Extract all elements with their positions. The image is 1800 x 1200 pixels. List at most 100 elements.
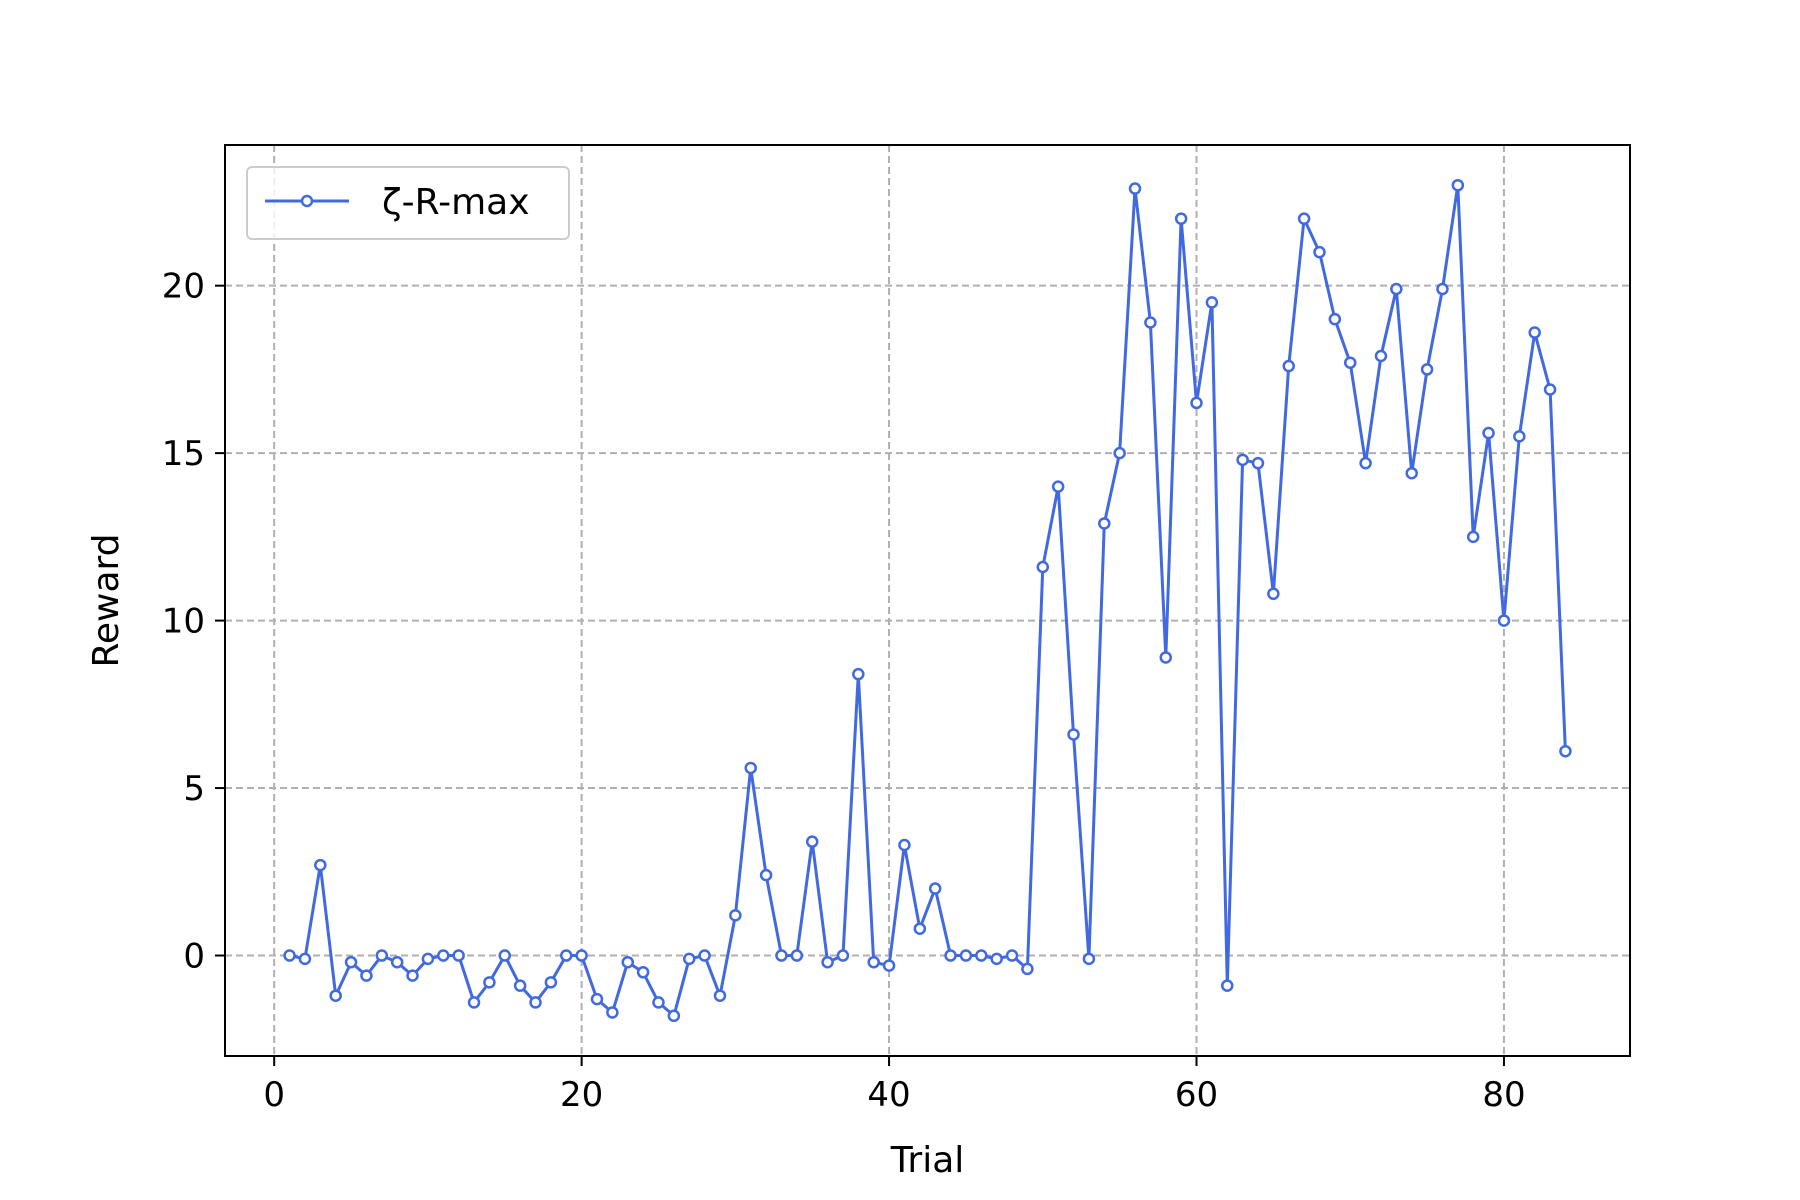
- data-point: [1128, 182, 1142, 195]
- data-point: [928, 882, 942, 895]
- data-point: [682, 952, 696, 966]
- data-point: [1067, 728, 1080, 741]
- x-tick-label: 20: [560, 1075, 603, 1115]
- data-point: [1313, 245, 1326, 259]
- data-point: [1528, 326, 1541, 339]
- data-point: [821, 955, 834, 969]
- data-point: [1297, 212, 1311, 225]
- data-point: [944, 949, 957, 962]
- data-point: [544, 976, 558, 989]
- data-point: [1113, 446, 1126, 460]
- data-point: [560, 949, 573, 962]
- data-point: [1236, 453, 1249, 467]
- data-point: [360, 969, 373, 982]
- data-point: [421, 952, 435, 966]
- y-axis-label: Reward: [86, 533, 127, 667]
- data-point: [1451, 178, 1465, 192]
- data-point: [1005, 949, 1019, 962]
- data-point: [1051, 480, 1065, 493]
- data-point: [898, 838, 911, 852]
- data-point: [314, 858, 327, 872]
- legend-marker-swatch: [300, 194, 314, 208]
- data-point: [1328, 312, 1342, 326]
- data-point: [529, 996, 542, 1009]
- data-point: [882, 959, 896, 972]
- data-point: [1221, 979, 1234, 992]
- data-point: [836, 949, 850, 962]
- x-tick-label: 40: [867, 1075, 910, 1115]
- data-point: [1559, 744, 1572, 758]
- x-tick-label: 60: [1175, 1075, 1218, 1115]
- data-point: [1466, 530, 1480, 544]
- data-point: [513, 979, 527, 992]
- data-point: [729, 909, 742, 922]
- data-point: [1021, 962, 1034, 976]
- data-point: [1205, 296, 1219, 309]
- data-point: [805, 835, 819, 848]
- data-point: [759, 868, 773, 882]
- y-tick-label: 20: [162, 267, 205, 307]
- ticks: 0 20 40 60 80 0 5 10 15 20: [162, 267, 1526, 1115]
- data-point: [1513, 430, 1526, 443]
- data-point: [1144, 316, 1157, 329]
- data-point: [606, 1006, 619, 1019]
- data-point: [1359, 456, 1372, 470]
- data-point: [775, 949, 788, 962]
- data-point: [1098, 517, 1111, 530]
- data-point: [1036, 560, 1050, 574]
- x-tick-label: 80: [1482, 1075, 1525, 1115]
- data-point: [1267, 587, 1280, 601]
- data-point: [652, 996, 665, 1009]
- data-point: [483, 976, 496, 989]
- data-point: [698, 949, 711, 962]
- data-point: [283, 949, 296, 962]
- legend-label: ζ-R-max: [382, 182, 530, 223]
- data-point: [621, 955, 634, 969]
- data-point: [329, 989, 342, 1002]
- data-point: [498, 949, 512, 962]
- data-point: [990, 952, 1003, 966]
- data-point: [975, 949, 988, 962]
- data-point: [298, 952, 312, 966]
- data-point: [790, 949, 804, 962]
- y-tick-label: 10: [162, 602, 205, 642]
- data-point: [1390, 282, 1403, 296]
- data-point: [1343, 356, 1357, 369]
- data-point: [636, 966, 650, 979]
- data-point: [1190, 396, 1203, 410]
- data-point: [406, 969, 419, 982]
- data-point: [375, 949, 389, 962]
- y-tick-label: 15: [162, 434, 205, 474]
- data-point: [1251, 456, 1265, 470]
- data-point: [913, 922, 927, 935]
- data-point: [744, 761, 757, 775]
- data-point: [1543, 383, 1557, 396]
- data-point: [590, 992, 604, 1006]
- y-tick-label: 5: [183, 769, 205, 809]
- data-point: [1159, 651, 1173, 664]
- x-tick-label: 0: [263, 1075, 285, 1115]
- data-point: [667, 1009, 681, 1023]
- data-point: [575, 949, 588, 962]
- data-point: [467, 996, 481, 1009]
- data-point: [1282, 359, 1295, 373]
- data-point: [1420, 363, 1434, 376]
- plot-area-frame: [224, 144, 1631, 1057]
- data-point: [344, 955, 358, 969]
- data-point: [1436, 282, 1449, 296]
- data-point: [1482, 426, 1495, 440]
- data-point: [1082, 952, 1096, 966]
- data-point: [852, 667, 865, 681]
- data-point: [867, 955, 880, 969]
- data-point: [1497, 614, 1511, 627]
- data-point: [452, 949, 465, 962]
- legend: ζ-R-max: [246, 166, 570, 240]
- data-point: [1405, 466, 1418, 480]
- legend-box: [246, 166, 570, 240]
- x-axis-label: Trial: [890, 1140, 965, 1181]
- data-point: [1374, 349, 1388, 363]
- series-layer: [283, 178, 1572, 1023]
- data-point: [1174, 212, 1188, 225]
- data-point: [390, 955, 404, 969]
